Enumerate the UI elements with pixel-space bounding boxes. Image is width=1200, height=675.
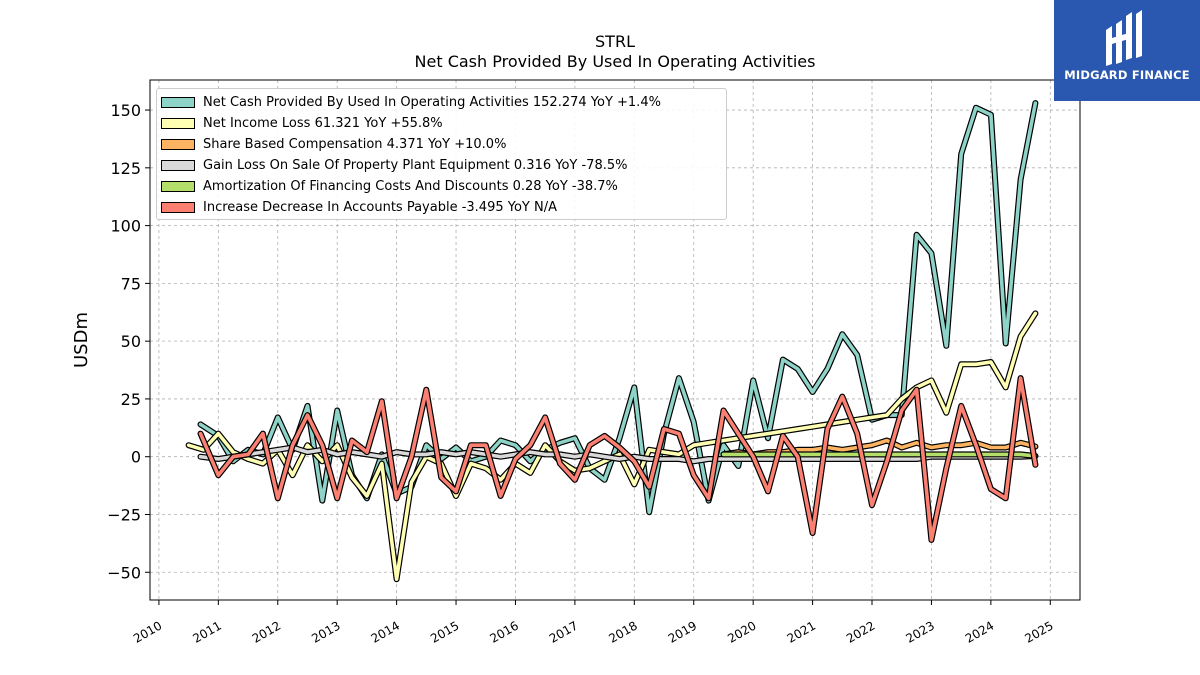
chart-subtitle: Net Cash Provided By Used In Operating A… xyxy=(414,52,816,71)
series-line xyxy=(197,100,1039,516)
legend-item: Gain Loss On Sale Of Property Plant Equi… xyxy=(161,155,627,175)
series-line xyxy=(197,444,1039,465)
legend-label: Increase Decrease In Accounts Payable -3… xyxy=(203,199,557,215)
series-lines xyxy=(185,100,1039,583)
brand-logo: MIDGARD FINANCE xyxy=(1054,0,1200,101)
y-tick-label: −25 xyxy=(107,505,141,524)
series-stroke xyxy=(198,101,1038,514)
x-tick-label: 2023 xyxy=(903,618,936,645)
y-tick-label: 50 xyxy=(121,332,141,351)
legend: Net Cash Provided By Used In Operating A… xyxy=(156,88,727,220)
y-tick-label: 25 xyxy=(121,390,141,409)
x-tick-label: 2014 xyxy=(369,618,402,645)
logo-mark-icon xyxy=(1106,10,1142,66)
x-tick-label: 2010 xyxy=(131,618,164,645)
y-tick-label: 0 xyxy=(131,448,141,467)
logo-text: MIDGARD FINANCE xyxy=(1064,68,1190,82)
legend-swatch xyxy=(161,117,195,129)
y-tick-label: 100 xyxy=(110,217,141,236)
series-line xyxy=(197,375,1039,543)
series-stroke xyxy=(721,452,1038,458)
x-tick-label: 2018 xyxy=(606,618,639,645)
legend-item: Share Based Compensation 4.371 YoY +10.0… xyxy=(161,134,506,154)
series-stroke xyxy=(198,445,1038,464)
x-tick-label: 2020 xyxy=(725,618,758,645)
legend-item: Amortization Of Financing Costs And Disc… xyxy=(161,176,618,196)
legend-swatch xyxy=(161,180,195,192)
x-tick-label: 2021 xyxy=(785,618,818,645)
legend-label: Share Based Compensation 4.371 YoY +10.0… xyxy=(203,136,507,152)
series-stroke xyxy=(198,376,1038,542)
chart-title: STRL xyxy=(595,32,635,51)
x-tick-label: 2022 xyxy=(844,618,877,645)
x-tick-label: 2025 xyxy=(1022,618,1055,645)
legend-label: Net Cash Provided By Used In Operating A… xyxy=(203,94,661,110)
axes: −50 −25 0 25 50 75 100 125 150 2010 2011 2012 2013 20… xyxy=(107,101,1056,646)
x-tick-label: 2016 xyxy=(488,618,521,645)
legend-item: Net Income Loss 61.321 YoY +55.8% xyxy=(161,113,443,133)
series-line xyxy=(720,451,1039,459)
y-tick-label: 75 xyxy=(121,274,141,293)
legend-item: Increase Decrease In Accounts Payable -3… xyxy=(161,197,557,217)
legend-label: Amortization Of Financing Costs And Disc… xyxy=(203,178,618,194)
legend-swatch xyxy=(161,96,195,108)
x-tick-label: 2015 xyxy=(428,618,461,645)
x-tick-label: 2013 xyxy=(309,618,342,645)
plot-border xyxy=(149,79,1081,601)
y-tick-label: 125 xyxy=(110,159,141,178)
x-tick-label: 2012 xyxy=(250,618,283,645)
x-tick-label: 2011 xyxy=(190,618,223,645)
legend-label: Gain Loss On Sale Of Property Plant Equi… xyxy=(203,157,628,173)
x-tick-label: 2017 xyxy=(547,618,580,645)
legend-label: Net Income Loss 61.321 YoY +55.8% xyxy=(203,115,443,131)
legend-swatch xyxy=(161,138,195,150)
y-axis-label: USDm xyxy=(71,312,92,368)
x-tick-label: 2019 xyxy=(666,618,699,645)
x-tick-label: 2024 xyxy=(963,618,996,645)
legend-item: Net Cash Provided By Used In Operating A… xyxy=(161,92,661,112)
legend-swatch xyxy=(161,159,195,171)
y-tick-label: 150 xyxy=(110,101,141,120)
legend-swatch xyxy=(161,201,195,213)
y-tick-label: −50 xyxy=(107,563,141,582)
